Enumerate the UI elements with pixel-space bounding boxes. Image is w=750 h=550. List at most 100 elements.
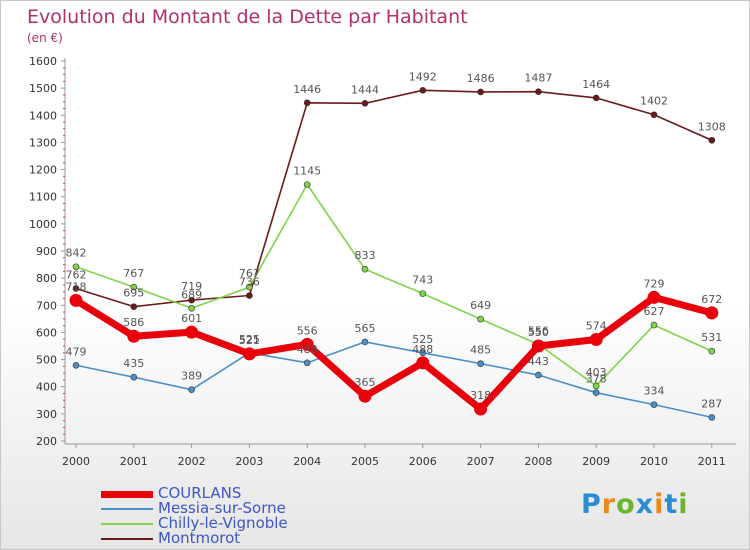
data-label: 334	[644, 385, 665, 398]
data-point	[303, 181, 311, 188]
data-point	[477, 315, 484, 323]
data-label: 719	[181, 280, 202, 293]
data-point	[188, 304, 195, 312]
data-label: 627	[644, 305, 665, 318]
data-label: 1492	[409, 70, 437, 83]
data-label: 762	[66, 268, 87, 281]
data-label: 556	[528, 324, 549, 337]
data-point	[130, 283, 138, 291]
data-labels: 718 586 601 521 556 365 488 318 550 574 729 672 479 4…	[66, 70, 726, 410]
data-label: 488	[412, 343, 433, 356]
y-tick-label: 500	[36, 354, 57, 367]
data-point	[705, 306, 719, 320]
legend-label: Chilly-le-Vignoble	[158, 514, 288, 532]
series-line-2	[75, 183, 713, 387]
legend-swatch	[101, 523, 153, 525]
data-point	[130, 303, 138, 310]
data-point	[358, 389, 372, 403]
data-point	[708, 414, 716, 421]
data-label: 743	[412, 274, 433, 287]
data-point	[419, 290, 427, 297]
data-point	[477, 88, 484, 96]
data-point	[69, 293, 83, 307]
data-label: 318	[470, 389, 491, 402]
x-tick-label: 2008	[524, 455, 552, 468]
data-point	[708, 347, 716, 355]
data-point	[477, 360, 484, 367]
y-tick-label: 400	[36, 381, 57, 394]
data-label: 695	[123, 287, 144, 300]
data-point	[416, 356, 430, 370]
data-point	[647, 290, 661, 304]
x-tick-label: 2006	[409, 455, 437, 468]
data-label: 378	[586, 373, 607, 386]
x-tick-label: 2003	[235, 455, 263, 468]
data-label: 586	[123, 316, 144, 329]
series-line-0	[74, 293, 713, 413]
data-label: 365	[355, 376, 376, 389]
data-point	[361, 265, 369, 273]
data-point	[592, 94, 600, 102]
legend-label: Messia-sur-Sorne	[158, 499, 286, 517]
data-point	[535, 371, 542, 379]
data-label: 736	[239, 276, 260, 289]
series-line-3	[75, 89, 713, 308]
series-line-1	[75, 341, 712, 419]
x-tick-label: 2009	[582, 455, 610, 468]
data-label: 689	[181, 288, 202, 301]
x-tick-label: 2001	[120, 455, 148, 468]
data-point	[72, 361, 80, 369]
data-label: 1402	[640, 95, 668, 108]
data-point	[535, 88, 542, 95]
y-tick-label: 1000	[29, 218, 57, 231]
y-tick-label: 800	[36, 272, 57, 285]
data-label: 521	[239, 334, 260, 347]
data-label: 435	[123, 357, 144, 370]
data-point	[188, 386, 195, 394]
x-tick-label: 2010	[640, 455, 668, 468]
proxiti-logo: Proxiti	[581, 489, 689, 520]
y-tick-label: 1500	[29, 82, 57, 95]
data-point	[130, 373, 138, 381]
data-point	[72, 263, 80, 271]
data-point	[188, 296, 195, 304]
legend-swatch	[101, 490, 153, 498]
x-tick-label: 2005	[351, 455, 379, 468]
data-label: 842	[66, 247, 87, 260]
data-label: 649	[470, 299, 491, 312]
data-point	[592, 382, 600, 390]
data-point	[72, 285, 80, 292]
data-point	[589, 332, 603, 346]
data-point	[303, 99, 311, 107]
x-tick-label: 2002	[178, 455, 206, 468]
data-label: 1487	[524, 72, 552, 85]
data-label: 479	[66, 345, 87, 358]
data-label: 1446	[293, 83, 321, 96]
y-tick-label: 300	[36, 408, 57, 421]
data-label: 1444	[351, 83, 379, 96]
data-point	[300, 337, 314, 351]
data-label: 767	[123, 267, 144, 280]
data-label: 1308	[698, 120, 726, 133]
data-point	[474, 402, 488, 416]
legend-swatch	[101, 538, 153, 540]
data-point	[531, 339, 545, 353]
x-tick-label: 2000	[62, 455, 90, 468]
data-label: 718	[66, 280, 87, 293]
data-label: 550	[528, 326, 549, 339]
data-label: 1464	[582, 78, 610, 91]
y-tick-label: 1400	[29, 109, 57, 122]
data-point	[185, 325, 199, 339]
data-label: 565	[355, 322, 376, 335]
y-tick-label: 700	[36, 299, 57, 312]
x-tick-label: 2007	[467, 455, 495, 468]
series-lines	[69, 87, 719, 421]
x-tick-label: 2011	[698, 455, 726, 468]
data-point	[708, 136, 716, 144]
data-point	[361, 100, 369, 107]
y-tick-label: 900	[36, 245, 57, 258]
data-point	[419, 349, 427, 357]
data-label: 1145	[293, 165, 321, 178]
data-point	[246, 283, 253, 291]
